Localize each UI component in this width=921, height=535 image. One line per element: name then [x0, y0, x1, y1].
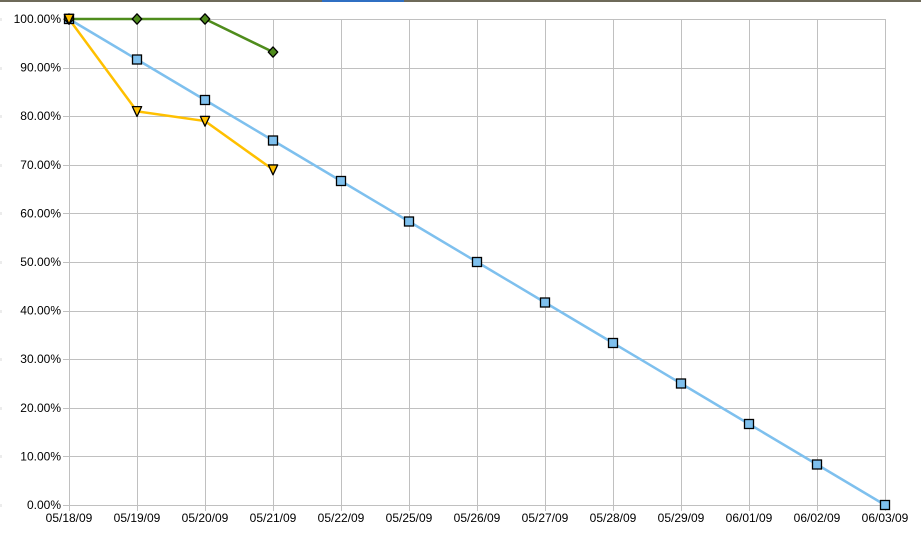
svg-text:06/01/09: 06/01/09 [726, 511, 773, 525]
svg-text:05/21/09: 05/21/09 [250, 511, 297, 525]
svg-text:60.00%: 60.00% [20, 206, 61, 220]
svg-text:70.00%: 70.00% [20, 158, 61, 172]
svg-text:40.00%: 40.00% [20, 304, 61, 318]
svg-text:05/22/09: 05/22/09 [318, 511, 365, 525]
svg-text:20.00%: 20.00% [20, 401, 61, 415]
svg-text:06/03/09: 06/03/09 [862, 511, 909, 525]
svg-text:30.00%: 30.00% [20, 352, 61, 366]
svg-text:05/28/09: 05/28/09 [590, 511, 637, 525]
svg-text:05/26/09: 05/26/09 [454, 511, 501, 525]
svg-text:80.00%: 80.00% [20, 109, 61, 123]
svg-text:05/29/09: 05/29/09 [658, 511, 705, 525]
svg-text:05/18/09: 05/18/09 [46, 511, 93, 525]
svg-text:06/02/09: 06/02/09 [794, 511, 841, 525]
svg-text:50.00%: 50.00% [20, 255, 61, 269]
svg-text:05/20/09: 05/20/09 [182, 511, 229, 525]
svg-text:100.00%: 100.00% [14, 12, 62, 26]
svg-text:05/25/09: 05/25/09 [386, 511, 433, 525]
svg-text:05/19/09: 05/19/09 [114, 511, 161, 525]
svg-text:90.00%: 90.00% [20, 61, 61, 75]
svg-text:10.00%: 10.00% [20, 449, 61, 463]
svg-text:05/27/09: 05/27/09 [522, 511, 569, 525]
svg-text:0.00%: 0.00% [27, 498, 61, 512]
